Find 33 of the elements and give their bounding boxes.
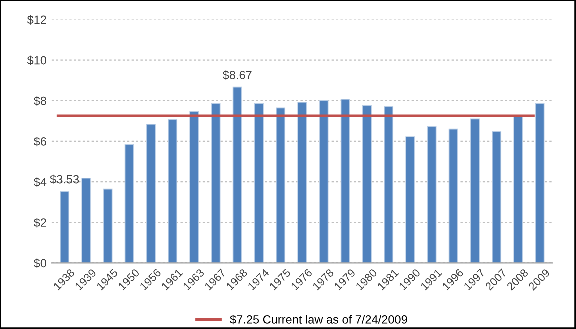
bar bbox=[124, 144, 134, 264]
y-tick-label: $12 bbox=[27, 15, 46, 25]
bar bbox=[190, 111, 200, 264]
bar bbox=[82, 178, 92, 264]
y-tick-label: $0 bbox=[34, 258, 47, 268]
bar bbox=[492, 132, 502, 264]
bar bbox=[254, 103, 264, 264]
bar bbox=[60, 191, 70, 264]
bar bbox=[427, 126, 437, 264]
bar bbox=[232, 86, 242, 264]
data-label: $8.67 bbox=[222, 70, 252, 80]
bar bbox=[448, 128, 458, 264]
bar bbox=[470, 118, 480, 264]
bar bbox=[406, 136, 416, 264]
y-tick-label: $6 bbox=[34, 137, 46, 147]
bar bbox=[535, 103, 545, 264]
y-tick-label: $10 bbox=[27, 56, 47, 66]
bar bbox=[146, 124, 156, 264]
legend-label: $7.25 Current law as of 7/24/2009 bbox=[230, 315, 408, 325]
bar bbox=[514, 116, 524, 264]
y-tick-label: $4 bbox=[34, 178, 47, 188]
data-label: $3.53 bbox=[50, 174, 80, 184]
bar bbox=[362, 105, 372, 264]
bar bbox=[340, 99, 350, 264]
bar bbox=[298, 102, 308, 264]
y-tick-label: $8 bbox=[34, 96, 46, 106]
y-tick-label: $2 bbox=[34, 218, 46, 228]
bar bbox=[103, 188, 113, 264]
bar bbox=[319, 100, 329, 264]
bar bbox=[384, 106, 394, 264]
bar bbox=[276, 108, 286, 264]
bar bbox=[211, 104, 221, 264]
bar bbox=[168, 119, 178, 264]
